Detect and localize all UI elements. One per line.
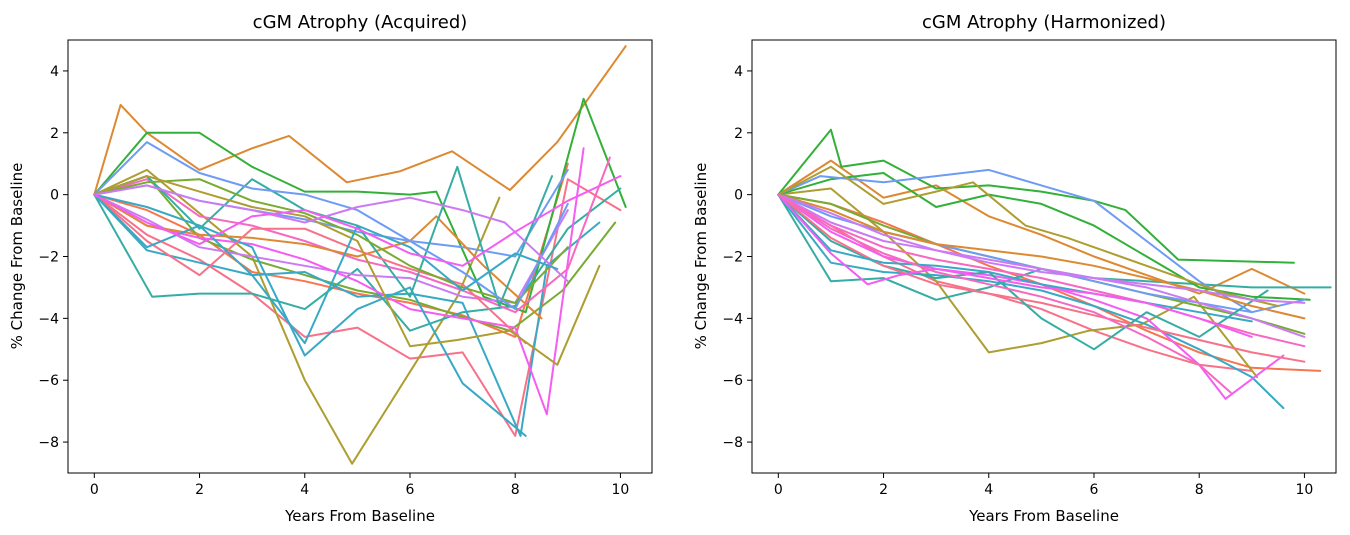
x-tick-label: 0 bbox=[774, 482, 783, 498]
series-group bbox=[777, 128, 1332, 410]
x-tick-label: 8 bbox=[511, 482, 520, 498]
x-axis-label: Years From Baseline bbox=[968, 507, 1119, 525]
y-axis-label: % Change From Baseline bbox=[692, 163, 710, 350]
plot-area: 0 2 4 6 8 10 −8 −6 −4 −2 0 2 4 bbox=[722, 39, 1337, 498]
x-axis-label: Years From Baseline bbox=[284, 507, 435, 525]
y-tick-label: 2 bbox=[50, 126, 59, 142]
x-tick-label: 4 bbox=[984, 482, 993, 498]
chart-harmonized: cGM Atrophy (Harmonized) Years From Base… bbox=[692, 12, 1337, 525]
series-line-h21 bbox=[777, 193, 1253, 338]
x-tick-label: 8 bbox=[1195, 482, 1204, 498]
y-tick-label: 4 bbox=[50, 64, 59, 80]
y-tick-label: −2 bbox=[722, 250, 743, 266]
series-line-s20 bbox=[93, 184, 569, 283]
chart-title: cGM Atrophy (Harmonized) bbox=[922, 12, 1166, 33]
y-tick-label: 2 bbox=[734, 126, 743, 142]
chart-acquired: cGM Atrophy (Acquired) Years From Baseli… bbox=[8, 12, 653, 525]
x-tick-label: 0 bbox=[90, 482, 99, 498]
series-line-s3 bbox=[93, 45, 627, 196]
series-line-s4 bbox=[93, 168, 501, 465]
series-line-s12 bbox=[93, 156, 611, 314]
series-line-h16 bbox=[777, 165, 1280, 307]
series-line-h6 bbox=[777, 128, 1295, 264]
series-line-s2 bbox=[93, 162, 569, 338]
series-line-h20 bbox=[777, 193, 1306, 304]
series-line-s15 bbox=[93, 165, 553, 307]
series-line-s18 bbox=[93, 141, 569, 311]
series-line-s13 bbox=[93, 193, 527, 437]
y-tick-label: −8 bbox=[38, 435, 59, 451]
x-tick-label: 6 bbox=[1090, 482, 1099, 498]
y-tick-label: −6 bbox=[722, 373, 743, 389]
series-line-h10 bbox=[777, 193, 1306, 338]
series-line-h13 bbox=[777, 193, 1269, 351]
series-line-s22 bbox=[93, 175, 622, 267]
chart-title: cGM Atrophy (Acquired) bbox=[253, 12, 468, 33]
y-tick-label: −6 bbox=[38, 373, 59, 389]
series-line-s17 bbox=[93, 178, 569, 304]
series-line-s14 bbox=[93, 193, 543, 320]
y-tick-label: −2 bbox=[38, 250, 59, 266]
y-tick-label: −4 bbox=[722, 311, 743, 327]
x-tick-label: 2 bbox=[879, 482, 888, 498]
series-line-h18 bbox=[777, 193, 1253, 323]
y-tick-label: −4 bbox=[38, 311, 59, 327]
series-line-s8 bbox=[93, 193, 601, 437]
plot-area: 0 2 4 6 8 10 −8 −6 −4 −2 0 2 4 bbox=[38, 39, 653, 498]
y-tick-label: 4 bbox=[734, 64, 743, 80]
series-line-h22 bbox=[777, 193, 1232, 394]
series-line-h8 bbox=[777, 193, 1285, 410]
series-group bbox=[93, 45, 627, 465]
y-tick-label: 0 bbox=[50, 188, 59, 204]
series-line-h17 bbox=[777, 193, 1306, 363]
x-tick-label: 10 bbox=[1296, 482, 1314, 498]
series-line-s7 bbox=[93, 187, 622, 332]
x-tick-label: 10 bbox=[612, 482, 630, 498]
x-tick-label: 4 bbox=[300, 482, 309, 498]
y-axis-label: % Change From Baseline bbox=[8, 163, 26, 350]
x-tick-label: 2 bbox=[195, 482, 204, 498]
series-line-s19 bbox=[93, 175, 601, 366]
y-tick-label: −8 bbox=[722, 435, 743, 451]
series-line-h4 bbox=[777, 187, 1259, 379]
series-line-s5 bbox=[93, 175, 617, 332]
series-line-h19 bbox=[777, 193, 1306, 320]
series-line-s21 bbox=[93, 193, 559, 345]
x-tick-label: 6 bbox=[406, 482, 415, 498]
y-tick-label: 0 bbox=[734, 188, 743, 204]
